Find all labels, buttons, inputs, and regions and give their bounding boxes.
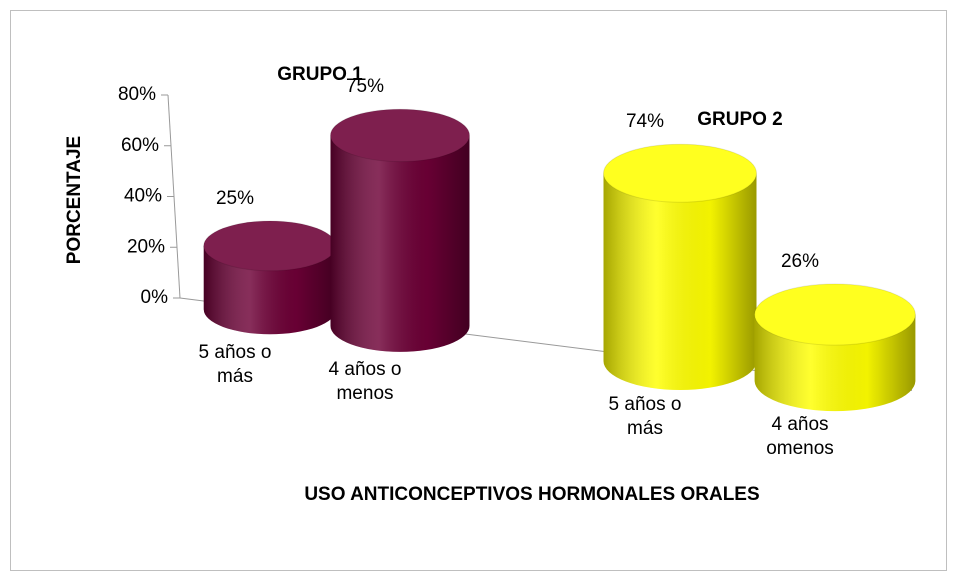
group-label: GRUPO 2	[697, 109, 783, 130]
y-axis-title: PORCENTAJE	[64, 136, 85, 264]
x-tick-label: 5 años o más	[608, 394, 682, 439]
x-tick-label: 4 años omenos	[766, 413, 834, 459]
x-axis-title: USO ANTICONCEPTIVOS HORMONALES ORALES	[304, 484, 759, 505]
bar-top-shade	[754, 283, 916, 346]
y-tick-label: 20%	[127, 236, 165, 257]
chart-border	[10, 10, 947, 571]
group-label: GRUPO 1	[277, 64, 363, 85]
value-label: 26%	[781, 251, 819, 272]
x-tick-label: 5 años o más	[198, 342, 272, 388]
bar-top	[603, 144, 757, 203]
bar-top-shade	[330, 108, 470, 163]
bar-shade	[203, 245, 337, 335]
x-tick-label: 4 años o menos	[328, 358, 402, 404]
y-tick-label: 0%	[141, 287, 169, 308]
y-tick-label: 40%	[124, 186, 162, 207]
y-tick-label: 60%	[121, 135, 159, 156]
bar-shade	[603, 173, 757, 390]
bar-top	[203, 221, 337, 271]
bar-shade	[330, 135, 470, 352]
value-label: 74%	[626, 111, 664, 132]
bar-top	[330, 109, 470, 162]
y-tick-label: 80%	[118, 84, 156, 105]
bar-top-shade	[203, 220, 337, 272]
value-label: 75%	[346, 76, 384, 97]
value-label: 25%	[216, 188, 254, 209]
bar-top-shade	[603, 143, 757, 203]
bar-top	[754, 284, 916, 346]
